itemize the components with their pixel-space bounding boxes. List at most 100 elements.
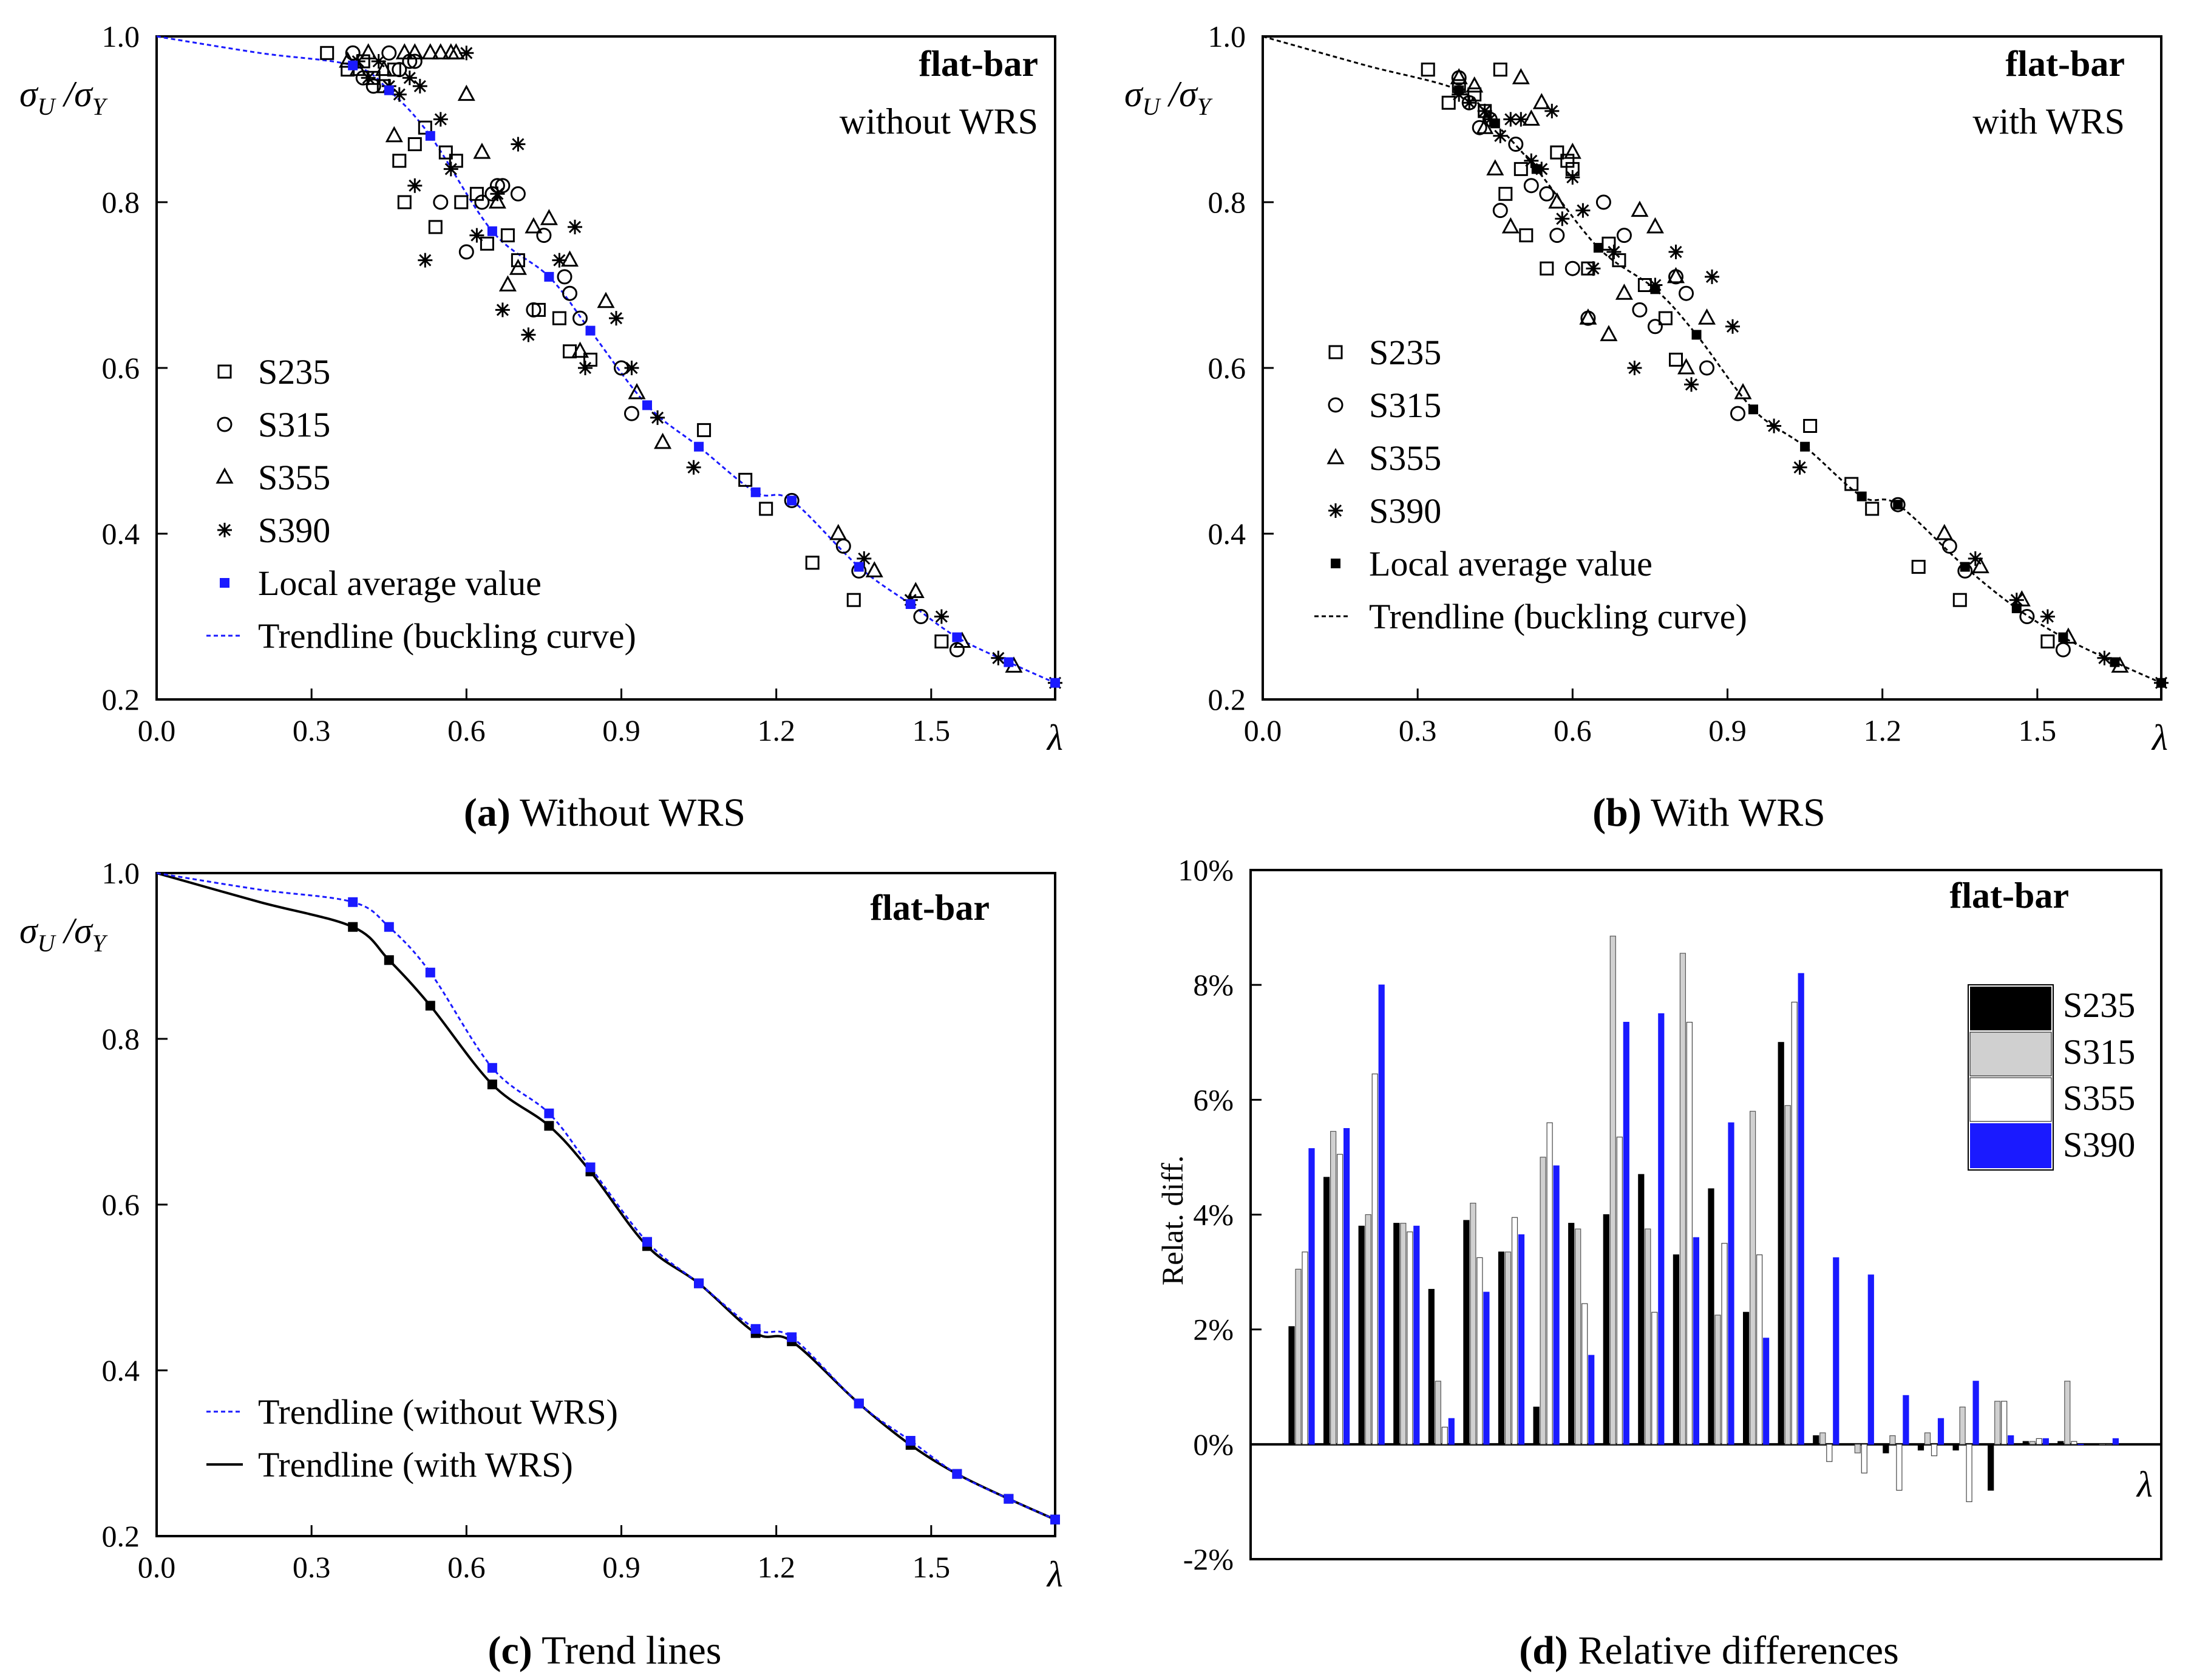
trendline-without-wrs-point (787, 1332, 797, 1342)
y-tick-label: 0.2 (1208, 682, 1246, 716)
local-average-point (1004, 657, 1014, 667)
data-point-s390 (494, 301, 511, 318)
y-tick-label: 0.8 (102, 1022, 140, 1056)
x-tick-label: 0.9 (602, 713, 640, 747)
trendline-without-wrs-point (348, 897, 358, 907)
data-point-s390 (685, 459, 702, 476)
bar-s390 (1378, 984, 1385, 1445)
data-point-s235 (1493, 63, 1507, 77)
y-tick-label: 0.6 (102, 1188, 140, 1222)
legend-label-s390: S390 (1369, 491, 1441, 531)
bar-s355 (1686, 1021, 1693, 1445)
data-point-s315 (458, 244, 474, 260)
data-point-s390 (933, 608, 950, 625)
local-average-point (2011, 603, 2022, 613)
data-point-s315 (835, 539, 851, 554)
legend-label-s315: S315 (1369, 386, 1441, 425)
y-tick-label: 1.0 (1208, 19, 1246, 53)
legend-marker-s390 (1327, 502, 1344, 519)
bar-s315 (1750, 1110, 1756, 1445)
bar-s315 (1575, 1228, 1581, 1445)
y-tick-label: 1.0 (102, 856, 140, 890)
legend-swatch-s355 (1969, 1077, 2052, 1122)
bar-s390 (1728, 1122, 1734, 1445)
legend: S235 S315 S355 S390 (1968, 984, 2135, 1171)
data-point-s355 (474, 143, 491, 159)
data-point-s315 (1730, 406, 1745, 421)
data-point-s355 (1600, 325, 1617, 341)
y-axis-label: σU /σY (19, 911, 108, 957)
data-point-s315 (562, 285, 577, 301)
legend-label-s355: S355 (258, 458, 330, 497)
bar-s235 (1568, 1223, 1575, 1445)
data-point-s355 (654, 434, 671, 449)
legend-label-s390: S390 (2063, 1125, 2135, 1165)
data-point-s390 (1792, 459, 1809, 476)
y-tick-label: 2% (1193, 1313, 1234, 1347)
local-average-point (425, 131, 435, 141)
local-average-point (1593, 243, 1603, 253)
data-point-s390 (2096, 650, 2113, 667)
bar-s235 (1813, 1435, 1819, 1445)
x-tick-label: 1.2 (1863, 713, 1901, 747)
data-point-s390 (1683, 376, 1700, 393)
y-tick-label: -2% (1183, 1542, 1234, 1576)
local-average-point (487, 226, 497, 236)
data-point-s235 (1513, 162, 1528, 176)
data-point-s390 (1967, 550, 1984, 567)
bar-s315 (1924, 1432, 1931, 1445)
x-tick-label: 0.0 (138, 713, 176, 747)
local-average-point (750, 487, 761, 497)
bar-s315 (1889, 1435, 1896, 1445)
data-point-s355 (540, 209, 557, 225)
data-point-s315 (1492, 203, 1508, 219)
local-average-point (348, 60, 358, 70)
x-axis-label: λ (2151, 718, 2168, 758)
bar-s315 (1365, 1214, 1371, 1445)
legend-marker-s235 (217, 364, 232, 379)
bar-s390 (1693, 1237, 1699, 1445)
data-point-s315 (1632, 302, 1648, 318)
local-average-point (1531, 164, 1541, 174)
data-point-s355 (562, 251, 578, 267)
data-point-s355 (499, 276, 516, 291)
legend-label-s355: S355 (2063, 1078, 2135, 1118)
x-axis-label: λ (2136, 1464, 2153, 1505)
bar-s315 (1470, 1202, 1476, 1445)
data-point-s390 (1704, 268, 1721, 285)
legend-label-s315: S315 (258, 405, 330, 444)
bar-s315 (1994, 1401, 2001, 1445)
data-point-s390 (623, 359, 640, 376)
bar-s315 (1400, 1223, 1407, 1445)
bar-s390 (1308, 1148, 1315, 1445)
bar-s235 (2022, 1441, 2029, 1445)
legend-label-with-wrs: Trendline (with WRS) (258, 1445, 573, 1484)
local-average-point (952, 632, 962, 642)
bar-s235 (2092, 1444, 2099, 1445)
x-tick-label: 1.2 (757, 713, 795, 747)
data-point-s315 (510, 186, 526, 202)
legend-label-local-average: Local average value (258, 563, 542, 603)
data-point-s390 (608, 310, 625, 327)
bar-s315 (1295, 1268, 1302, 1445)
legend-marker-s315 (1328, 397, 1343, 413)
data-point-s390 (1765, 418, 1782, 434)
x-tick-label: 0.0 (138, 1550, 176, 1584)
data-point-s390 (401, 69, 418, 86)
local-average-point (544, 271, 554, 282)
bar-s315 (1959, 1406, 1966, 1445)
trendline-without-wrs-point (1004, 1494, 1014, 1504)
local-average-point (1691, 330, 1702, 340)
data-point-s390 (432, 111, 449, 128)
bar-s355 (1337, 1154, 1343, 1445)
data-point-s390 (2039, 608, 2056, 625)
data-point-s355 (458, 86, 475, 101)
data-point-s315 (1941, 539, 1957, 554)
bar-s315 (1504, 1251, 1512, 1445)
data-point-s235 (1519, 228, 1534, 243)
y-axis-label: Relat. diff. (1155, 1155, 1189, 1285)
local-average-point (1050, 678, 1060, 688)
local-average-point (2110, 657, 2120, 667)
y-tick-label: 0.8 (1208, 185, 1246, 219)
